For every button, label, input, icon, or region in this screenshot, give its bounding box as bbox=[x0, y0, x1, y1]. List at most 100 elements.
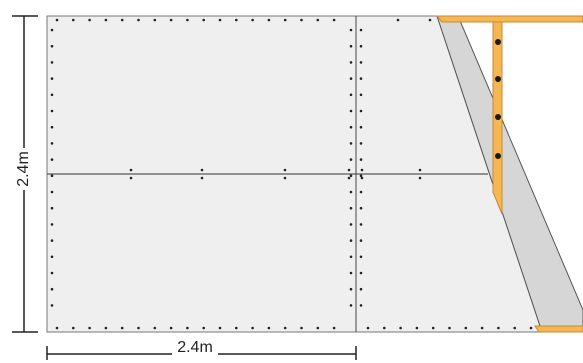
timber-top-plate bbox=[435, 15, 583, 23]
screw-dot-icon bbox=[283, 168, 287, 172]
screw-dot-icon bbox=[497, 326, 500, 330]
height-label-bg bbox=[14, 148, 34, 190]
screw-dot-icon bbox=[202, 326, 205, 330]
screw-dot-icon bbox=[251, 18, 254, 22]
screw-dot-icon bbox=[55, 18, 59, 22]
screw-dot-icon bbox=[137, 18, 140, 22]
screw-dot-icon bbox=[349, 93, 353, 97]
screw-dot-icon bbox=[359, 223, 363, 226]
screw-dot-icon bbox=[359, 304, 363, 307]
screw-dot-icon bbox=[50, 190, 54, 194]
screw-dot-icon bbox=[359, 28, 363, 32]
screw-dot-icon bbox=[50, 93, 54, 97]
screw-dot-icon bbox=[349, 28, 353, 32]
screw-dot-icon bbox=[129, 168, 133, 172]
screw-dot-icon bbox=[283, 326, 287, 330]
screw-dot-icon bbox=[349, 109, 353, 113]
timber-bottom-plate bbox=[534, 325, 583, 333]
height-dimension-label: 2.4m bbox=[15, 151, 32, 187]
screw-dot-icon bbox=[104, 326, 108, 330]
screw-dot-icon bbox=[359, 239, 363, 242]
screw-dot-icon bbox=[50, 239, 54, 242]
screw-dot-icon bbox=[186, 18, 189, 22]
screw-dot-icon bbox=[267, 18, 271, 22]
screw-dot-icon bbox=[283, 176, 287, 180]
screw-dot-icon bbox=[366, 326, 370, 330]
screw-dot-icon bbox=[396, 18, 400, 22]
screw-dot-icon bbox=[359, 255, 363, 259]
screw-dot-icon bbox=[186, 326, 189, 330]
height-dimension: 2.4m bbox=[12, 15, 38, 333]
screw-dot-icon bbox=[359, 44, 363, 48]
screw-dot-icon bbox=[153, 18, 157, 22]
screw-dot-icon bbox=[50, 142, 54, 145]
screw-dot-icon bbox=[50, 158, 54, 161]
screw-dot-icon bbox=[349, 61, 353, 64]
screw-dot-icon bbox=[283, 18, 287, 22]
screw-dot-icon bbox=[349, 190, 353, 194]
screw-dot-icon bbox=[50, 44, 54, 48]
screw-dot-icon bbox=[120, 18, 124, 22]
panel-top-left bbox=[46, 15, 357, 175]
screw-dot-icon bbox=[359, 77, 363, 80]
screw-dot-icon bbox=[480, 326, 484, 330]
screw-dot-icon bbox=[349, 255, 353, 259]
screw-dot-icon bbox=[332, 326, 336, 330]
screw-dot-icon bbox=[464, 326, 468, 330]
screw-dot-icon bbox=[529, 326, 533, 330]
screw-dot-icon bbox=[218, 18, 222, 22]
screw-dot-icon bbox=[50, 255, 54, 259]
screw-dot-icon bbox=[267, 326, 271, 330]
screw-dot-icon bbox=[251, 326, 254, 330]
panel-bottom-left bbox=[46, 173, 357, 333]
screw-dot-icon bbox=[360, 176, 364, 180]
screw-dot-icon bbox=[349, 77, 353, 80]
screw-dot-icon bbox=[359, 61, 363, 64]
screw-dot-icon bbox=[200, 168, 204, 172]
screw-dot-icon bbox=[72, 326, 75, 330]
screw-dot-icon bbox=[349, 304, 353, 307]
bolt-dot-icon bbox=[495, 114, 501, 120]
screw-dot-icon bbox=[347, 176, 351, 180]
screw-dot-icon bbox=[50, 77, 54, 80]
screw-dot-icon bbox=[153, 326, 157, 330]
screw-dot-icon bbox=[418, 168, 422, 172]
screw-dot-icon bbox=[428, 18, 432, 22]
stud-bolts bbox=[495, 39, 501, 159]
screw-dot-icon bbox=[359, 109, 363, 113]
screw-dot-icon bbox=[359, 93, 363, 97]
screw-dot-icon bbox=[347, 168, 351, 172]
bolt-dot-icon bbox=[495, 39, 501, 45]
screw-dot-icon bbox=[300, 18, 303, 22]
screw-dot-icon bbox=[300, 326, 303, 330]
screw-dot-icon bbox=[169, 18, 173, 22]
screw-dot-icon bbox=[88, 326, 91, 330]
bolt-dot-icon bbox=[495, 76, 501, 82]
screw-dot-icon bbox=[72, 18, 75, 22]
screw-dot-icon bbox=[50, 28, 54, 32]
screw-dot-icon bbox=[218, 326, 222, 330]
screw-dot-icon bbox=[349, 125, 353, 129]
screw-dot-icon bbox=[431, 326, 435, 330]
screw-dot-icon bbox=[418, 176, 422, 180]
screw-dot-icon bbox=[359, 125, 363, 129]
screw-dot-icon bbox=[349, 287, 353, 291]
screw-dot-icon bbox=[359, 287, 363, 291]
screw-dot-icon bbox=[104, 18, 108, 22]
bolt-dot-icon bbox=[495, 153, 501, 159]
screw-dot-icon bbox=[359, 190, 363, 194]
screw-dot-icon bbox=[359, 174, 363, 178]
screw-dot-icon bbox=[316, 18, 320, 22]
screw-dot-icon bbox=[50, 174, 54, 178]
screw-dot-icon bbox=[349, 206, 353, 210]
screw-dot-icon bbox=[415, 326, 419, 330]
screw-dot-icon bbox=[316, 326, 320, 330]
screw-dot-icon bbox=[359, 142, 363, 145]
screw-dot-icon bbox=[399, 326, 402, 330]
screw-dot-icon bbox=[349, 44, 353, 48]
screw-dot-icon bbox=[202, 18, 205, 22]
screw-dot-icon bbox=[169, 326, 173, 330]
screw-dot-icon bbox=[359, 271, 363, 275]
screw-dot-icon bbox=[88, 18, 91, 22]
